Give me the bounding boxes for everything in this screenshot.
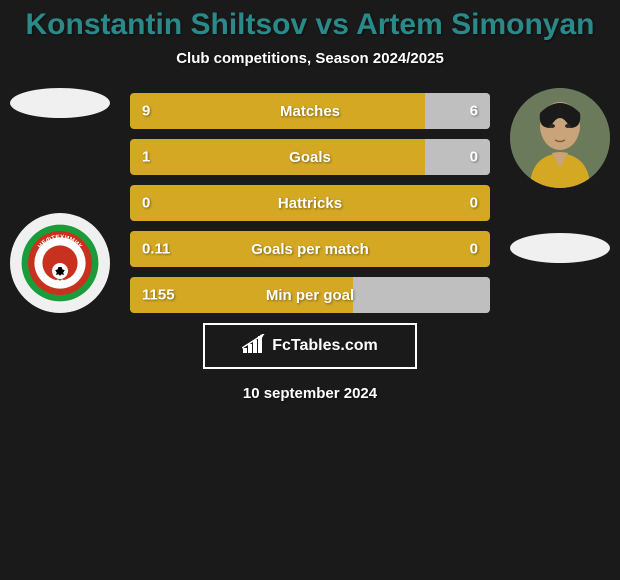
stat-row: 0.11 Goals per match 0 — [130, 231, 490, 267]
stat-left-value: 1 — [142, 149, 150, 166]
stat-left-value: 9 — [142, 103, 150, 120]
stat-row: 9 Matches 6 — [130, 93, 490, 129]
stat-row: 1155 Min per goal — [130, 277, 490, 313]
date-text: 10 september 2024 — [0, 385, 620, 402]
stat-label: Goals per match — [251, 241, 369, 258]
subtitle: Club competitions, Season 2024/2025 — [0, 50, 620, 67]
player-right-avatar — [510, 88, 610, 188]
stat-fill — [353, 277, 490, 313]
stat-right-value: 0 — [470, 195, 478, 212]
comparison-panel: 1991 НЕФТЕХИМИК 9 Matches 6 1 Goals — [0, 93, 620, 313]
stat-right-value: 6 — [470, 103, 478, 120]
bar-chart-icon — [242, 334, 266, 359]
stat-right-value: 0 — [470, 241, 478, 258]
stat-row: 1 Goals 0 — [130, 139, 490, 175]
footer: FcTables.com 10 september 2024 — [0, 323, 620, 402]
team-badge-right-placeholder — [510, 233, 610, 263]
stat-left-value: 0.11 — [142, 241, 170, 258]
stat-right-value: 0 — [470, 149, 478, 166]
svg-text:1991: 1991 — [51, 278, 69, 287]
brand-logo: FcTables.com — [203, 323, 417, 369]
player-left-placeholder — [10, 88, 110, 118]
brand-text: FcTables.com — [272, 337, 378, 355]
stat-label: Goals — [289, 149, 331, 166]
stat-row: 0 Hattricks 0 — [130, 185, 490, 221]
stat-label: Hattricks — [278, 195, 342, 212]
stat-fill — [425, 93, 490, 129]
stat-left-value: 1155 — [142, 287, 175, 304]
stat-label: Min per goal — [266, 287, 354, 304]
stat-left-value: 0 — [142, 195, 150, 212]
stat-label: Matches — [280, 103, 340, 120]
page-title: Konstantin Shiltsov vs Artem Simonyan — [0, 8, 620, 42]
stats-container: 9 Matches 6 1 Goals 0 0 Hattricks 0 0.11… — [130, 93, 490, 313]
team-badge-left: 1991 НЕФТЕХИМИК — [10, 213, 110, 313]
stat-fill — [425, 139, 490, 175]
